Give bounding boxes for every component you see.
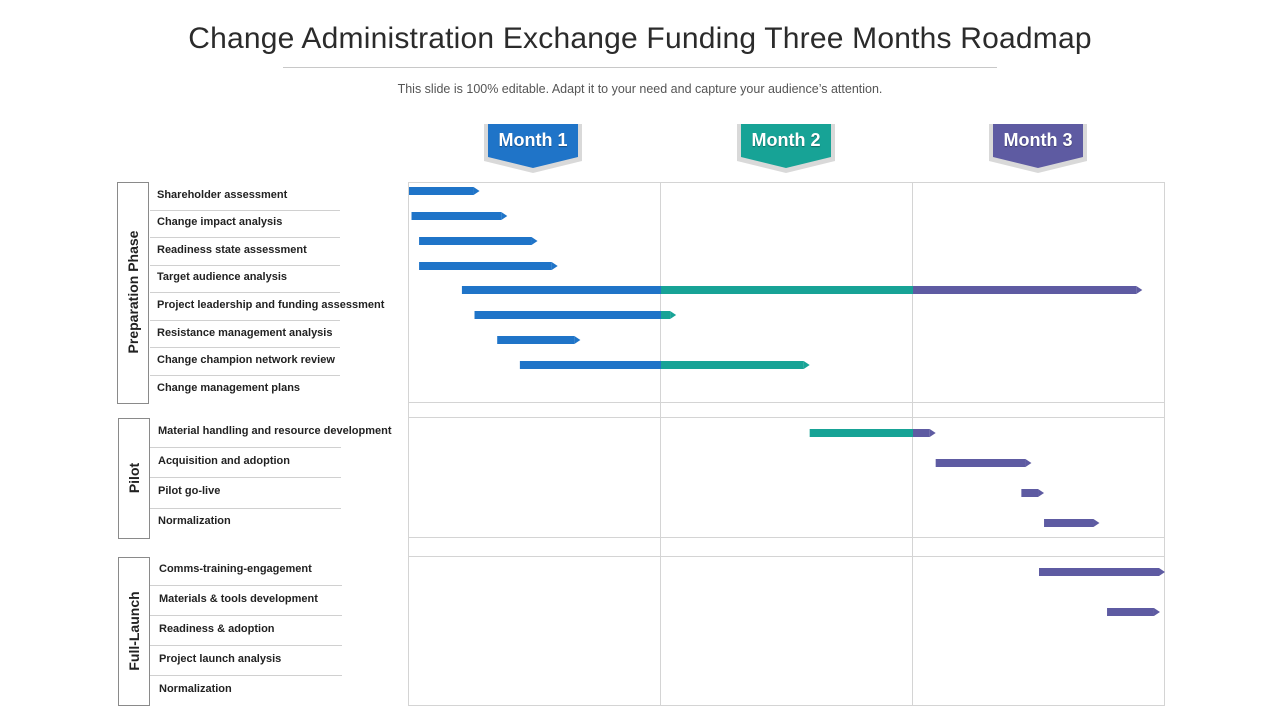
task-label: Readiness state assessment xyxy=(157,244,307,256)
task-label: Change champion network review xyxy=(157,354,335,366)
task-divider xyxy=(150,508,341,509)
page-subtitle: This slide is 100% editable. Adapt it to… xyxy=(397,82,883,96)
task-divider xyxy=(150,237,340,238)
gantt-bar-arrow xyxy=(1038,489,1045,497)
gantt-bar-segment xyxy=(913,429,930,437)
gap-line-left-2 xyxy=(408,538,409,556)
page-title: Change Administration Exchange Funding T… xyxy=(188,22,1092,55)
month-2-badge: Month 2 xyxy=(734,124,838,174)
phase-grid-pilot xyxy=(408,417,1165,538)
task-label: Shareholder assessment xyxy=(157,189,288,201)
task-label: Normalization xyxy=(159,683,232,695)
gantt-bar-segment xyxy=(661,361,804,369)
task-divider xyxy=(150,477,341,478)
gantt-bar-arrow xyxy=(929,429,936,437)
gantt-bar-arrow xyxy=(670,311,677,319)
task-label: Normalization xyxy=(158,515,231,527)
phase-grid-preparation xyxy=(408,182,1165,403)
task-label: Target audience analysis xyxy=(157,271,288,283)
gantt-bar-arrow xyxy=(473,187,480,195)
gantt-bar-arrow xyxy=(803,361,810,369)
task-label: Change impact analysis xyxy=(157,216,283,228)
task-divider xyxy=(150,265,340,266)
gantt-bar-segment xyxy=(1039,568,1159,576)
task-label: Project launch analysis xyxy=(159,653,282,665)
gantt-bar-arrow xyxy=(501,212,508,220)
task-label: Pilot go-live xyxy=(158,485,221,497)
gantt-bar-segment xyxy=(409,187,474,195)
task-label: Acquisition and adoption xyxy=(158,455,290,467)
month-2-label: Month 2 xyxy=(751,130,821,150)
month-1-label: Month 1 xyxy=(498,130,568,150)
gantt-bar-segment xyxy=(419,237,532,245)
phase-grid-full-launch xyxy=(408,556,1165,706)
gantt-bar-arrow xyxy=(1093,519,1100,527)
gantt-bar-segment xyxy=(661,311,671,319)
month-3-ribbon-shape xyxy=(989,124,1087,173)
gantt-bar-segment xyxy=(661,286,913,294)
gap-line-right xyxy=(1164,403,1165,417)
gantt-bar-segment xyxy=(1107,608,1154,616)
task-divider xyxy=(150,585,342,586)
gantt-bar-segment xyxy=(411,212,502,220)
month-3-label: Month 3 xyxy=(1003,130,1073,150)
task-divider xyxy=(150,292,340,293)
gantt-bar-segment xyxy=(935,459,1026,467)
gap-line-right-2 xyxy=(1164,538,1165,556)
phase-box-preparation xyxy=(117,182,149,404)
gantt-bar-segment xyxy=(1021,489,1039,497)
month-divider-2 xyxy=(912,182,913,706)
task-label: Resistance management analysis xyxy=(157,327,333,339)
task-divider xyxy=(150,447,341,448)
phase-box-pilot xyxy=(118,418,150,539)
gap-line-left xyxy=(408,403,409,417)
month-2-ribbon-shape xyxy=(737,124,835,173)
task-divider xyxy=(150,347,340,348)
task-label: Project leadership and funding assessmen… xyxy=(157,299,385,311)
phase-box-full-launch xyxy=(118,557,150,706)
gantt-bar-arrow xyxy=(574,336,581,344)
task-divider xyxy=(150,320,340,321)
task-divider xyxy=(150,645,342,646)
task-divider xyxy=(150,675,342,676)
gantt-bar-segment xyxy=(809,429,913,437)
gantt-bar-arrow xyxy=(1159,568,1165,576)
gantt-bar-arrow xyxy=(551,262,558,270)
gantt-bar-arrow xyxy=(1025,459,1032,467)
gantt-bar-segment xyxy=(913,286,1137,294)
title-divider xyxy=(283,67,997,68)
gantt-bar-arrow xyxy=(1136,286,1143,294)
task-label: Comms-training-engagement xyxy=(159,563,312,575)
gantt-bar-arrow xyxy=(531,237,538,245)
month-1-badge: Month 1 xyxy=(481,124,585,174)
gantt-bar-segment xyxy=(419,262,552,270)
gantt-bar-segment xyxy=(474,311,661,319)
gantt-bar-segment xyxy=(461,286,661,294)
gantt-bar-segment xyxy=(519,361,661,369)
task-divider xyxy=(150,375,340,376)
task-label: Change management plans xyxy=(157,382,301,394)
gantt-bar-segment xyxy=(497,336,575,344)
task-divider xyxy=(150,615,342,616)
task-divider xyxy=(150,210,340,211)
task-label: Material handling and resource developme… xyxy=(158,425,392,437)
month-1-ribbon-shape xyxy=(484,124,582,173)
task-label: Materials & tools development xyxy=(159,593,318,605)
month-divider-1 xyxy=(660,182,661,706)
gantt-bar-arrow xyxy=(1153,608,1160,616)
month-3-badge: Month 3 xyxy=(986,124,1090,174)
task-label: Readiness & adoption xyxy=(159,623,275,635)
gantt-bar-segment xyxy=(1044,519,1094,527)
